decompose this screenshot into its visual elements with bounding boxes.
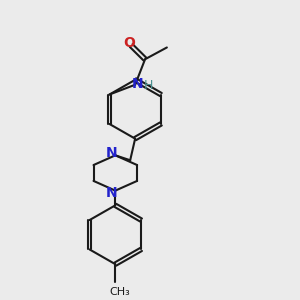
Text: N: N <box>131 77 143 91</box>
Text: N: N <box>106 146 117 161</box>
Text: CH₃: CH₃ <box>109 287 130 297</box>
Text: O: O <box>123 36 135 50</box>
Text: H: H <box>143 79 153 92</box>
Text: N: N <box>106 186 117 200</box>
